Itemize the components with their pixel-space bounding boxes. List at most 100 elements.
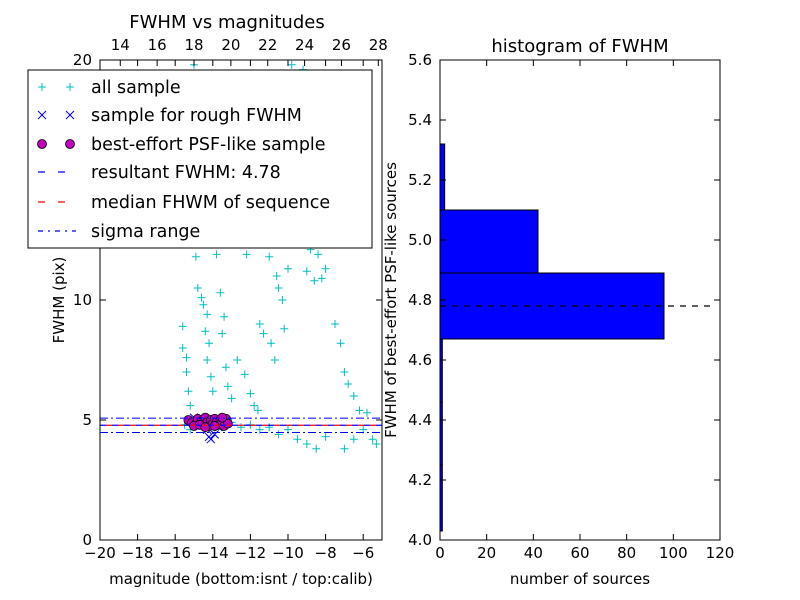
histogram-title: histogram of FWHM — [491, 36, 668, 57]
scatter-top-tick-label: 16 — [148, 36, 167, 54]
scatter-ticks: −20 −18 −16 −14 −12 −10 −8 −6 14 16 18 20 22 24 26 28 0 5… — [73, 36, 388, 562]
all-sample-point — [186, 401, 195, 410]
psf-sample-point — [200, 422, 211, 433]
histogram-x-tick-label: 120 — [706, 544, 735, 562]
histogram-x-tick-label: 100 — [659, 544, 688, 562]
legend-label-resultant-fwhm: resultant FWHM: 4.78 — [91, 163, 281, 183]
all-sample-point — [302, 440, 311, 448]
all-sample-point — [287, 60, 296, 69]
all-sample-point — [362, 408, 371, 417]
scatter-x-tick-label: −14 — [197, 544, 229, 562]
all-sample-point — [265, 252, 274, 261]
all-sample-point — [312, 444, 321, 453]
scatter-panel: FWHM vs magnitudes −20 −18 −16 −14 −12 −10 −8−… — [27, 12, 388, 588]
scatter-top-tick-label: 28 — [369, 36, 388, 54]
all-sample-point — [284, 264, 292, 273]
scatter-y-tick-label: 10 — [73, 291, 92, 309]
all-sample-point — [205, 339, 214, 348]
all-sample-point — [310, 276, 319, 285]
legend-label-psf-sample: best-effort PSF-like sample — [91, 135, 326, 155]
all-sample-point — [336, 339, 345, 348]
all-sample-point — [201, 327, 210, 336]
all-sample-point — [255, 320, 264, 328]
all-sample-point — [349, 435, 358, 444]
scatter-y-tick-label: 5 — [82, 411, 92, 429]
all-sample-point — [317, 274, 326, 283]
scatter-top-tick-label: 20 — [221, 36, 240, 54]
all-sample-point — [349, 392, 358, 400]
all-sample-point — [246, 389, 255, 398]
all-sample-point — [197, 293, 206, 302]
histogram-y-tick-label: 5.4 — [408, 111, 432, 129]
all-sample-point — [265, 423, 274, 432]
histogram-y-tick-label: 5.0 — [408, 231, 432, 249]
histogram-bars — [439, 143, 712, 532]
all-sample-point — [203, 356, 212, 364]
histogram-y-axis-label: FWHM of best-effort PSF-like sources — [382, 162, 400, 438]
scatter-x-tick-label: −6 — [352, 544, 374, 562]
all-sample-point — [178, 322, 187, 331]
all-sample-point — [182, 353, 191, 362]
all-sample-point — [206, 372, 215, 381]
histogram-bar — [439, 209, 539, 274]
scatter-title: FWHM vs magnitudes — [129, 12, 324, 33]
all-sample-point — [340, 444, 349, 453]
scatter-top-tick-label: 18 — [184, 36, 203, 54]
histogram-x-tick-label: 40 — [524, 544, 543, 562]
scatter-top-tick-label: 24 — [295, 36, 314, 54]
all-sample-point — [250, 401, 259, 410]
scatter-x-tick-label: −20 — [84, 544, 116, 562]
rough-sample-point — [206, 434, 216, 444]
all-sample-point — [321, 264, 330, 273]
all-sample-point — [227, 394, 236, 403]
histogram-y-tick-label: 4.8 — [408, 291, 432, 309]
legend-label-median-fwhm: median FHWM of sequence — [91, 193, 330, 213]
legend-x-icon — [65, 110, 75, 120]
all-sample-point — [253, 406, 262, 415]
histogram-y-tick-label: 4.2 — [408, 471, 432, 489]
all-sample-point — [191, 252, 200, 261]
all-sample-point — [193, 284, 202, 292]
legend-circle-icon — [37, 139, 47, 149]
psf-sample-point — [209, 421, 220, 431]
rough-sample-point — [210, 430, 220, 439]
all-sample-point — [240, 370, 249, 379]
all-sample-point — [218, 329, 227, 338]
legend-label-rough-sample: sample for rough FWHM — [91, 106, 302, 126]
all-sample-point — [199, 300, 208, 309]
all-sample-point — [272, 272, 281, 280]
all-sample-point — [293, 435, 302, 444]
histogram-y-tick-label: 5.2 — [408, 171, 432, 189]
all-sample-point — [242, 250, 251, 259]
all-sample-point — [267, 339, 276, 348]
all-sample-point — [331, 320, 339, 328]
all-sample-point — [302, 267, 311, 276]
histogram-y-tick-label: 4.6 — [408, 351, 432, 369]
all-sample-point — [233, 356, 242, 364]
scatter-top-tick-label: 26 — [332, 36, 351, 54]
all-sample-point — [208, 387, 217, 396]
legend-symbols — [37, 83, 76, 232]
all-sample-point — [184, 387, 193, 396]
all-sample-point — [223, 382, 232, 391]
histogram-ticks: 0 20 40 60 80 100 120 4.0 4.2 4.4 4.6 4.8 5.0 5.2 5.4 5… — [408, 51, 734, 562]
all-sample-point — [368, 435, 377, 444]
histogram-panel: histogram of FWHM 0 20 40 60 80 100 120 4.0 4.2 4… — [382, 36, 734, 588]
scatter-x-tick-label: −10 — [272, 544, 304, 562]
histogram-y-tick-label: 4.4 — [408, 411, 432, 429]
legend-plus-icon — [38, 83, 46, 91]
legend-label-sigma-range: sigma range — [91, 222, 200, 242]
all-sample-point — [203, 310, 212, 319]
histogram-y-tick-label: 5.6 — [408, 51, 432, 69]
scatter-x-tick-label: −12 — [235, 544, 267, 562]
scatter-top-tick-label: 22 — [258, 36, 277, 54]
all-sample-point — [255, 425, 264, 434]
all-sample-point — [259, 329, 268, 338]
scatter-y-axis-label: FWHM (pix) — [50, 257, 68, 344]
all-sample-point — [178, 344, 187, 352]
all-sample-point — [314, 250, 323, 259]
histogram-x-tick-label: 0 — [435, 544, 445, 562]
scatter-x-axis-label: magnitude (bottom:isnt / top:calib) — [109, 570, 373, 588]
histogram-x-axis-label: number of sources — [510, 570, 650, 588]
